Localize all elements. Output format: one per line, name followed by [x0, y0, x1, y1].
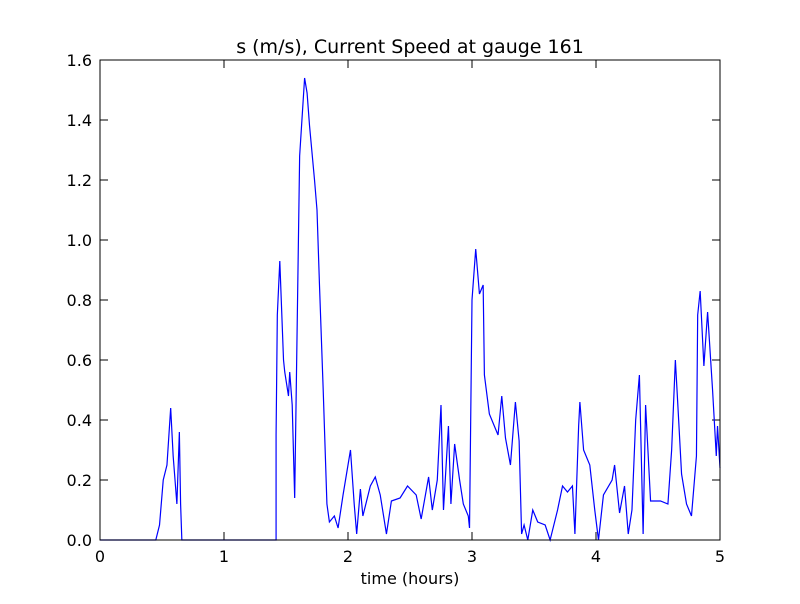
y-tick-label: 1.6 [67, 51, 92, 70]
y-tick-label: 0.4 [67, 411, 92, 430]
y-tick-label: 1.4 [67, 111, 92, 130]
plot-frame [99, 59, 721, 541]
x-tick-label: 3 [467, 547, 477, 566]
x-tick-label: 5 [715, 547, 725, 566]
x-tick-label: 4 [591, 547, 601, 566]
chart-title: s (m/s), Current Speed at gauge 161 [236, 36, 584, 58]
y-tick-label: 0.6 [67, 351, 92, 370]
y-tick-label: 0.0 [67, 531, 92, 550]
x-tick-label: 0 [95, 547, 105, 566]
x-axis-label: time (hours) [361, 569, 460, 588]
y-tick-label: 1.0 [67, 231, 92, 250]
x-tick-label: 1 [219, 547, 229, 566]
y-tick-label: 0.2 [67, 471, 92, 490]
y-tick-label: 1.2 [67, 171, 92, 190]
y-tick-label: 0.8 [67, 291, 92, 310]
line-series [100, 77, 721, 543]
x-tick-label: 2 [343, 547, 353, 566]
